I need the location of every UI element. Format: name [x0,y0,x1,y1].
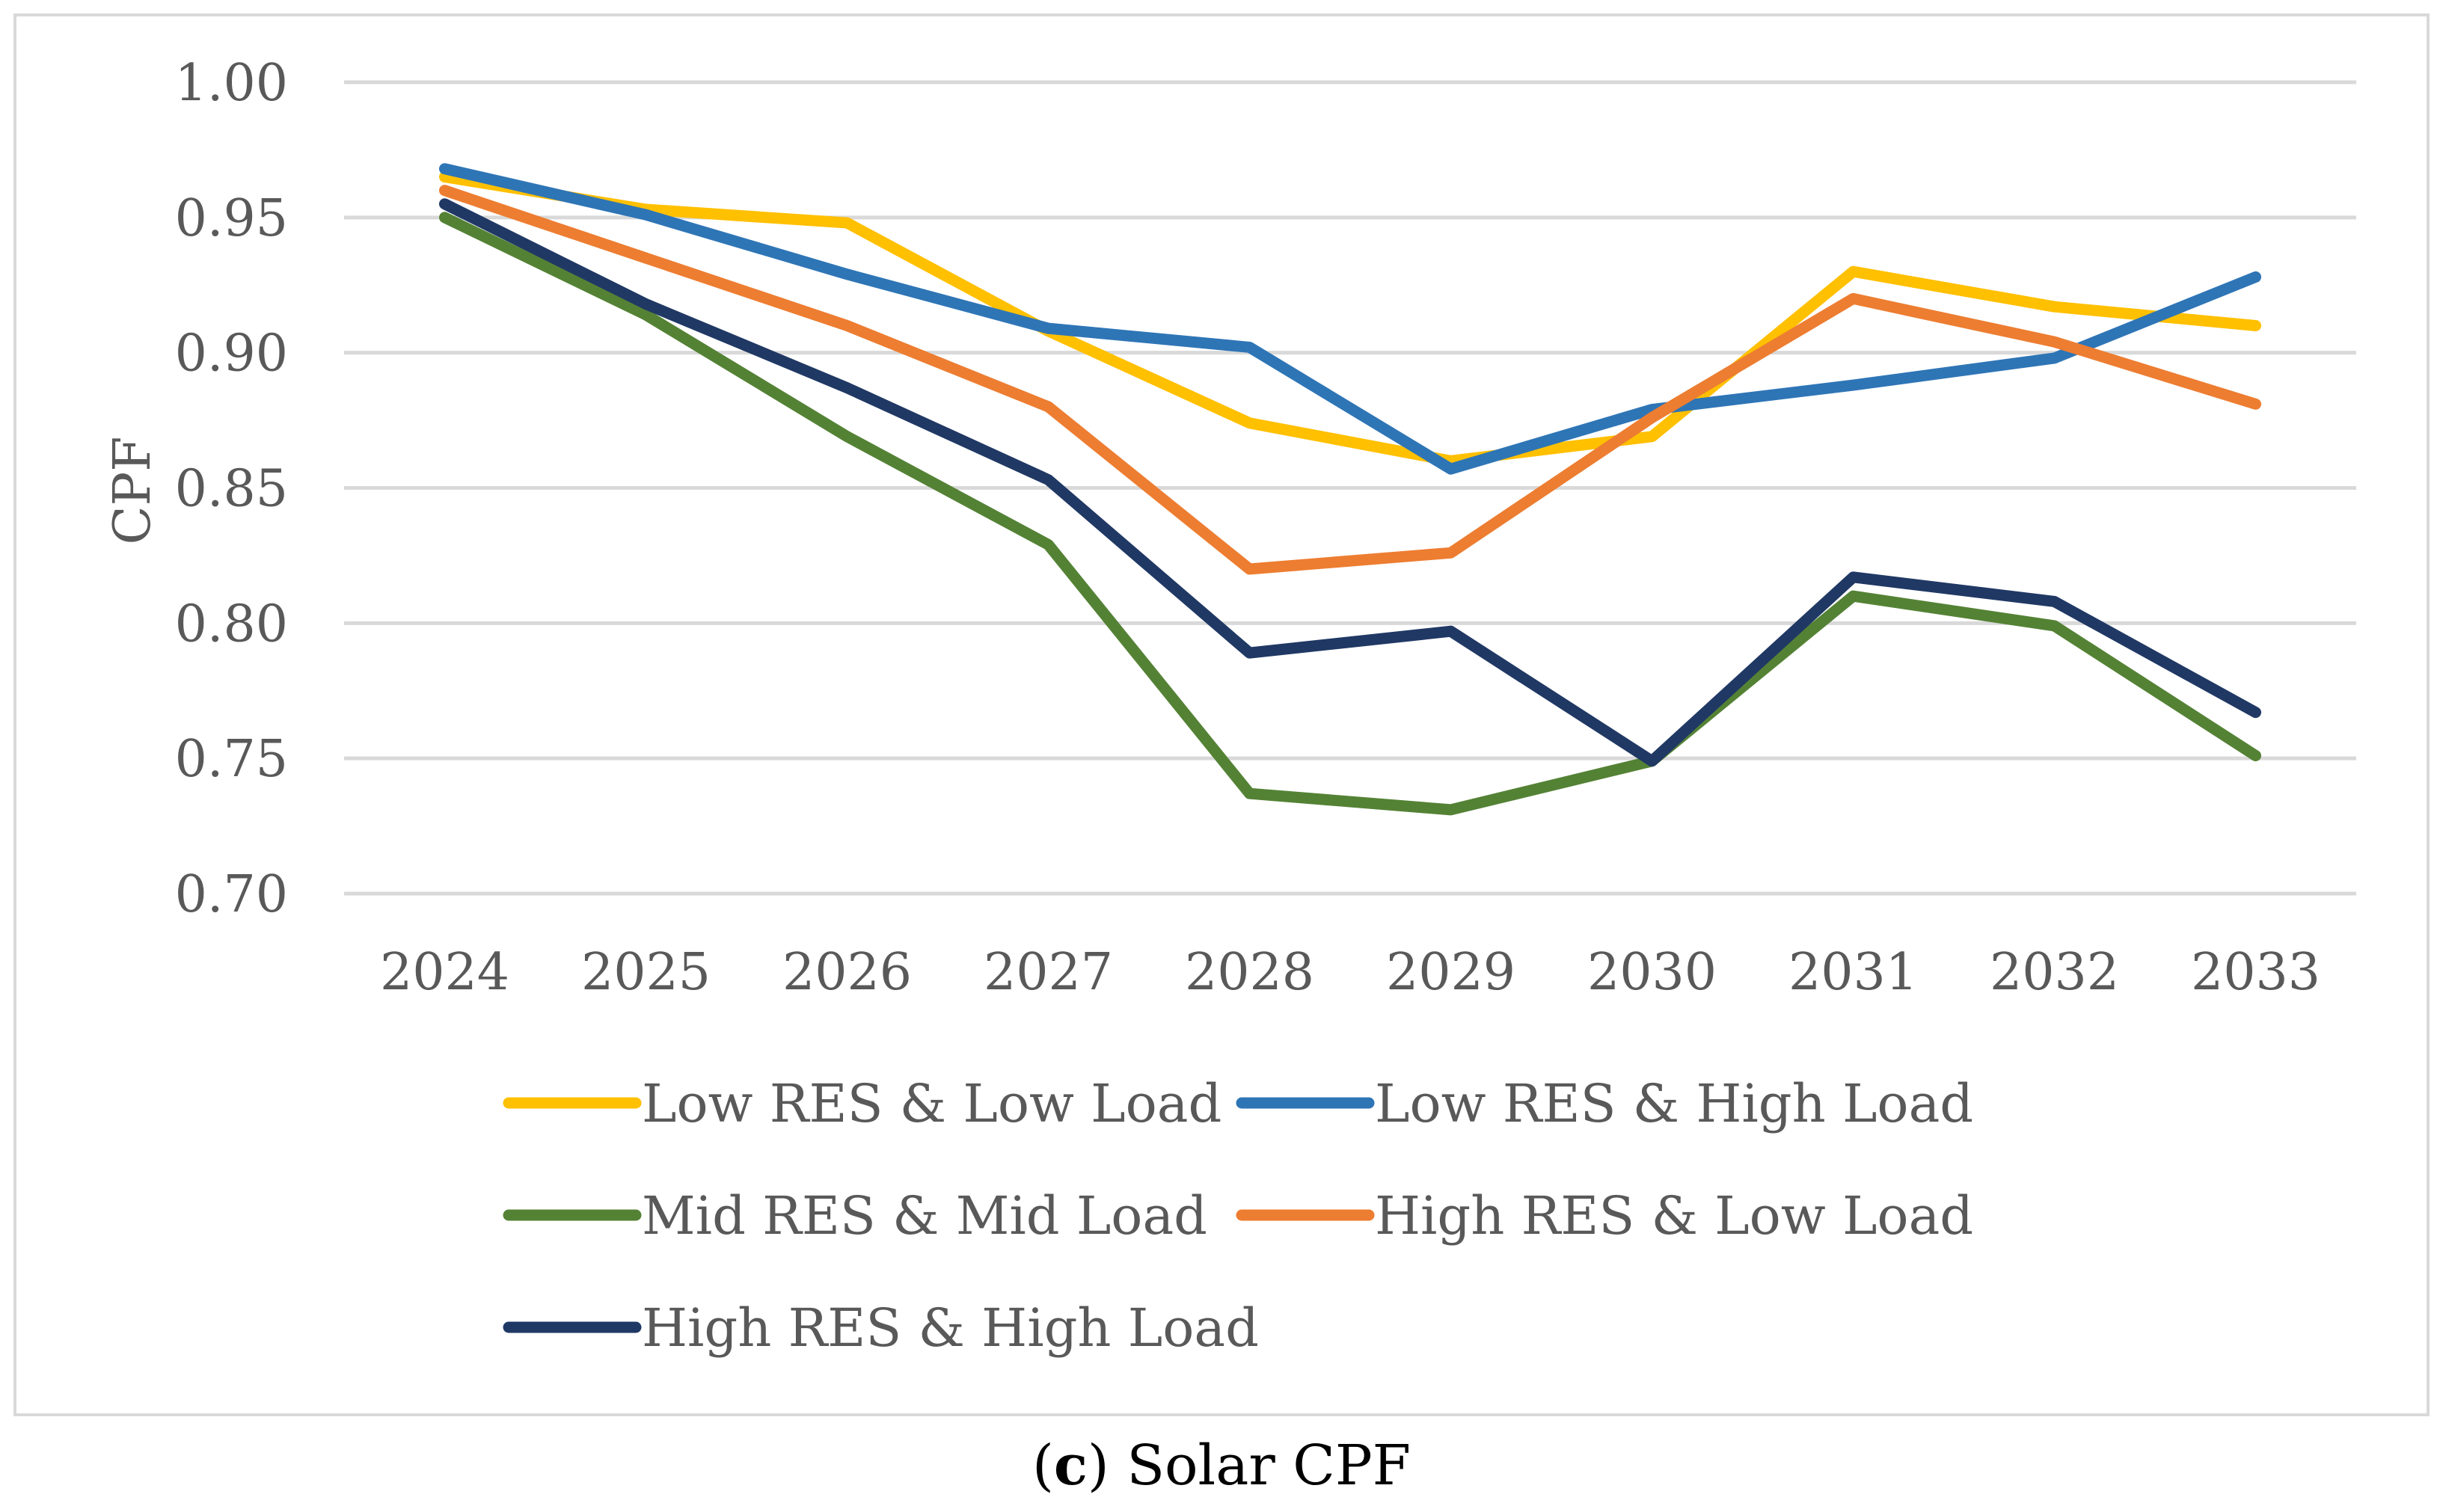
legend-label: Mid RES & Mid Load [642,1185,1207,1247]
legend-item: High RES & Low Load [1236,1185,1973,1247]
legend-label: High RES & Low Load [1375,1185,1973,1247]
legend-item: Low RES & High Load [1236,1073,1973,1134]
y-tick-labels: 0.70 0.75 0.80 0.85 0.90 0.95 1.00 [175,54,288,924]
legend-item: Low RES & Low Load [503,1073,1222,1134]
x-tick-label: 2028 [1185,943,1314,1002]
legend: Low RES & Low Load Low RES & High Load Mid… [503,1073,1973,1359]
caption-text: ) Solar CPF [1088,1433,1411,1498]
series-line-1 [439,163,2261,475]
caption-letter: c [1054,1433,1088,1498]
y-tick-label: 1.00 [175,54,288,113]
figure-caption: (c) Solar CPF [1032,1433,1411,1498]
y-tick-label: 0.95 [175,189,288,248]
caption-open-paren: ( [1032,1433,1054,1498]
series-line-0 [439,171,2261,467]
gridlines [344,80,2356,896]
legend-label: Low RES & Low Load [642,1073,1222,1134]
series-line-3 [439,185,2261,575]
y-axis-title: CPF [103,437,162,545]
x-tick-labels: 2024 2025 2026 2027 2028 2029 2030 2031 2032 2033 [380,943,2320,1002]
chart-border [13,13,2430,1416]
series-line-4 [439,198,2261,767]
legend-label: Low RES & High Load [1375,1073,1973,1134]
x-tick-label: 2025 [581,943,711,1002]
legend-item: Mid RES & Mid Load [503,1185,1207,1247]
x-tick-label: 2033 [2191,943,2320,1002]
y-tick-label: 0.90 [175,325,288,384]
legend-label: High RES & High Load [642,1297,1259,1359]
y-tick-label: 0.80 [175,594,288,654]
series-lines [439,163,2261,816]
x-tick-label: 2027 [984,943,1113,1002]
y-tick-label: 0.75 [175,730,288,789]
x-tick-label: 2029 [1386,943,1515,1002]
x-tick-label: 2032 [1990,943,2119,1002]
x-tick-label: 2026 [782,943,912,1002]
legend-item: High RES & High Load [503,1297,1259,1359]
x-tick-label: 2031 [1788,943,1918,1002]
y-tick-label: 0.70 [175,865,288,924]
x-tick-label: 2030 [1587,943,1717,1002]
y-tick-label: 0.85 [175,460,288,519]
x-tick-label: 2024 [380,943,509,1002]
series-line-2 [439,212,2261,816]
